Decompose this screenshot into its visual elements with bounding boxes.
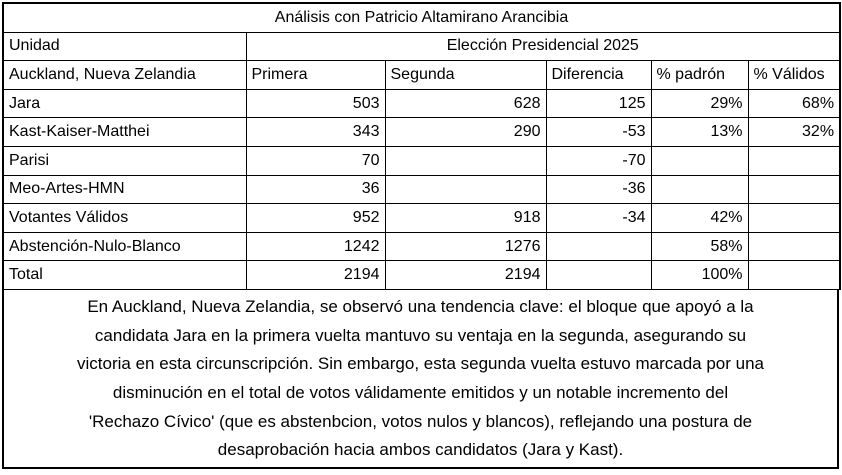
cell-padron: 42% [650,203,749,233]
column-header-padron: % padrón [650,60,749,90]
table-row: Total 2194 2194 100% [2,260,841,290]
sheet-title: Análisis con Patricio Altamirano Arancib… [2,2,841,33]
cell-primera: 952 [245,203,386,233]
column-header-segunda: Segunda [384,60,547,90]
cell-validos [747,145,841,176]
cell-segunda: 628 [384,88,547,119]
cell-segunda: 918 [384,203,547,233]
analysis-line: victoria en esta circunscripción. Sin em… [77,354,764,374]
column-header-region: Auckland, Nueva Zelandia [2,60,247,90]
column-header-diferencia: Diferencia [545,60,652,90]
analysis-line: 'Rechazo Cívico' (que es abstenbcion, vo… [88,411,753,431]
cell-name: Kast-Kaiser-Matthei [2,117,247,147]
cell-diferencia: -70 [545,145,652,176]
analysis-paragraph: En Auckland, Nueva Zelandia, se observó … [2,289,839,470]
title-row: Análisis con Patricio Altamirano Arancib… [2,2,841,33]
cell-primera: 2194 [245,260,386,290]
cell-diferencia: -36 [545,174,652,205]
cell-primera: 1242 [245,231,386,262]
unit-label-cell: Unidad [2,31,247,62]
cell-name: Votantes Válidos [2,203,247,233]
cell-segunda: 2194 [384,260,547,290]
cell-validos [747,174,841,205]
cell-segunda: 1276 [384,231,547,262]
analysis-line: En Auckland, Nueva Zelandia, se observó … [87,296,754,316]
cell-padron: 100% [650,260,749,290]
cell-padron: 29% [650,88,749,119]
cell-diferencia: -53 [545,117,652,147]
cell-diferencia: -34 [545,203,652,233]
cell-validos [747,203,841,233]
analysis-line: candidata Jara en la primera vuelta mant… [94,325,747,345]
analysis-line: disminución en el total de votos válidam… [112,383,729,403]
cell-primera: 503 [245,88,386,119]
cell-diferencia [545,231,652,262]
column-header-validos: % Válidos [747,60,841,90]
table-row: Meo-Artes-HMN 36 -36 [2,174,841,205]
cell-validos [747,231,841,262]
cell-primera: 70 [245,145,386,176]
cell-name: Total [2,260,247,290]
cell-primera: 343 [245,117,386,147]
election-table: Análisis con Patricio Altamirano Arancib… [2,2,842,290]
cell-name: Meo-Artes-HMN [2,174,247,205]
table-row: Kast-Kaiser-Matthei 343 290 -53 13% 32% [2,117,841,147]
cell-validos [747,260,841,290]
cell-padron: 13% [650,117,749,147]
election-header-cell: Elección Presidencial 2025 [245,31,841,62]
cell-diferencia [545,260,652,290]
cell-padron [650,145,749,176]
cell-primera: 36 [245,174,386,205]
table-row: Parisi 70 -70 [2,145,841,176]
cell-segunda [384,145,547,176]
column-header-primera: Primera [245,60,386,90]
table-row: Jara 503 628 125 29% 68% [2,88,841,119]
cell-validos: 68% [747,88,841,119]
cell-padron [650,174,749,205]
table-row: Votantes Válidos 952 918 -34 42% [2,203,841,233]
cell-name: Jara [2,88,247,119]
cell-segunda: 290 [384,117,547,147]
analysis-line: desaprobación hacia ambos candidatos (Ja… [217,440,624,460]
cell-padron: 58% [650,231,749,262]
cell-segunda [384,174,547,205]
column-header-row: Auckland, Nueva Zelandia Primera Segunda… [2,60,841,90]
table-row: Abstención-Nulo-Blanco 1242 1276 58% [2,231,841,262]
cell-name: Parisi [2,145,247,176]
cell-validos: 32% [747,117,841,147]
cell-name: Abstención-Nulo-Blanco [2,231,247,262]
cell-diferencia: 125 [545,88,652,119]
section-row: Unidad Elección Presidencial 2025 [2,31,841,62]
